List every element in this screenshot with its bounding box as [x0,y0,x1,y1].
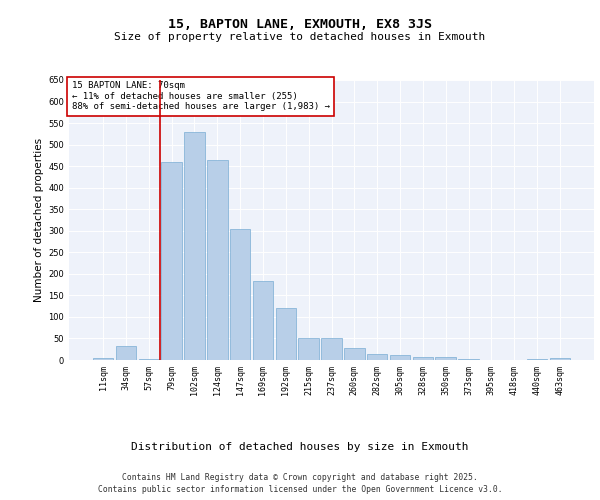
Bar [298,338,319,360]
Bar [184,132,205,360]
Bar [344,348,365,360]
Bar [367,354,388,360]
Text: 15 BAPTON LANE: 70sqm
← 11% of detached houses are smaller (255)
88% of semi-det: 15 BAPTON LANE: 70sqm ← 11% of detached … [71,82,329,111]
Bar [230,228,250,360]
Text: 15, BAPTON LANE, EXMOUTH, EX8 3JS: 15, BAPTON LANE, EXMOUTH, EX8 3JS [168,18,432,30]
Bar [116,346,136,360]
Bar [458,359,479,360]
Bar [436,358,456,360]
Bar [253,281,273,360]
Text: Distribution of detached houses by size in Exmouth: Distribution of detached houses by size … [131,442,469,452]
Text: Contains HM Land Registry data © Crown copyright and database right 2025.: Contains HM Land Registry data © Crown c… [122,472,478,482]
Text: Size of property relative to detached houses in Exmouth: Size of property relative to detached ho… [115,32,485,42]
Bar [321,338,342,360]
Bar [390,355,410,360]
Bar [275,308,296,360]
Bar [161,162,182,360]
Y-axis label: Number of detached properties: Number of detached properties [34,138,44,302]
Bar [550,358,570,360]
Bar [527,359,547,360]
Bar [93,358,113,360]
Text: Contains public sector information licensed under the Open Government Licence v3: Contains public sector information licen… [98,485,502,494]
Bar [139,358,159,360]
Bar [207,160,227,360]
Bar [413,356,433,360]
